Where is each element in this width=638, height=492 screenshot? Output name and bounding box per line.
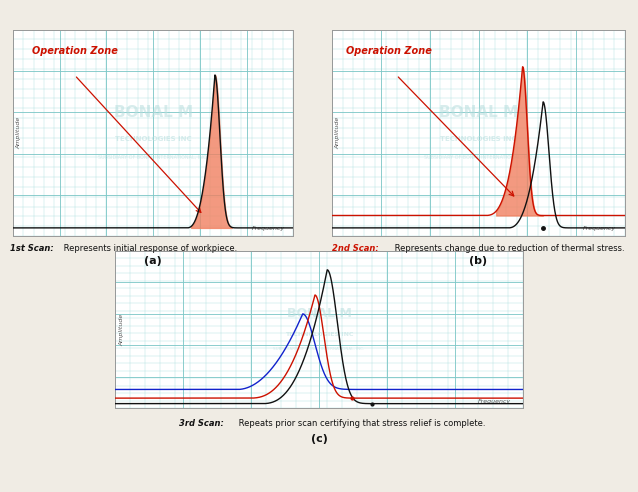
Text: 2nd Scan:: 2nd Scan: <box>332 244 378 252</box>
Text: BONAL M: BONAL M <box>114 105 193 120</box>
Text: SUBSIDIARY OF BONAL INTERNATIONAL, INC.: SUBSIDIARY OF BONAL INTERNATIONAL, INC. <box>273 346 365 350</box>
Text: SUBSIDIARY OF BONAL INTERNATIONAL, INC.: SUBSIDIARY OF BONAL INTERNATIONAL, INC. <box>424 155 533 160</box>
Text: Operation Zone: Operation Zone <box>33 46 118 56</box>
Text: Amplitude: Amplitude <box>336 117 340 149</box>
Text: Operation Zone: Operation Zone <box>346 46 433 56</box>
Text: BONAL M: BONAL M <box>439 105 518 120</box>
Text: Amplitude: Amplitude <box>120 313 125 346</box>
Text: (c): (c) <box>311 434 327 444</box>
Text: Repeats prior scan certifying that stress relief is complete.: Repeats prior scan certifying that stres… <box>236 419 486 428</box>
Text: SUBSIDIARY OF BONAL INTERNATIONAL, INC.: SUBSIDIARY OF BONAL INTERNATIONAL, INC. <box>98 155 208 160</box>
Text: (b): (b) <box>470 256 487 266</box>
Text: Frequency: Frequency <box>478 400 511 404</box>
Text: 3rd Scan:: 3rd Scan: <box>179 419 223 428</box>
Text: TECHNOLOGIES INC: TECHNOLOGIES INC <box>285 332 353 337</box>
Text: TECHNOLOGIES INC: TECHNOLOGIES INC <box>115 136 191 142</box>
Text: 1st Scan:: 1st Scan: <box>10 244 54 252</box>
Text: BONAL M: BONAL M <box>286 308 352 320</box>
Text: (a): (a) <box>144 256 162 266</box>
Text: Amplitude: Amplitude <box>16 117 21 149</box>
Text: Frequency: Frequency <box>583 226 616 231</box>
Text: TECHNOLOGIES INC: TECHNOLOGIES INC <box>440 136 517 142</box>
Text: Represents initial response of workpiece.: Represents initial response of workpiece… <box>61 244 237 252</box>
Text: Frequency: Frequency <box>252 226 285 231</box>
Text: Represents change due to reduction of thermal stress.: Represents change due to reduction of th… <box>392 244 625 252</box>
